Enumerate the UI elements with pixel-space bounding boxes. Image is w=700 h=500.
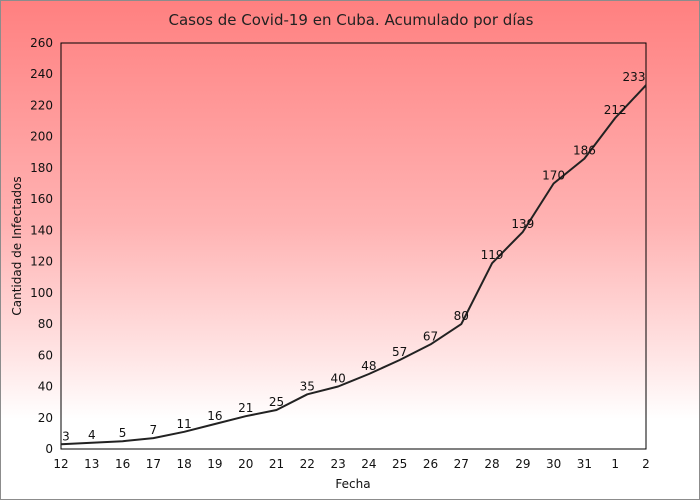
y-axis-ticks: 0 20 40 60 80 100 120 140 160 180 200 220 240 260: [30, 36, 53, 456]
data-label: 21: [238, 401, 253, 415]
x-tick-label: 22: [300, 457, 315, 471]
y-tick-label: 160: [30, 192, 53, 206]
data-label: 67: [423, 329, 438, 343]
x-axis-label: Fecha: [335, 477, 370, 491]
data-label: 5: [119, 426, 127, 440]
data-label: 35: [300, 379, 315, 393]
data-label: 25: [269, 395, 284, 409]
data-label: 11: [177, 417, 192, 431]
x-axis-ticks: 12 13 16 17 18 19 20 21 22 23 24 25 26 27 28 29 30 31 1 2: [53, 457, 649, 471]
y-tick-label: 200: [30, 130, 53, 144]
y-tick-label: 260: [30, 36, 53, 50]
x-tick-label: 28: [484, 457, 499, 471]
data-label: 170: [542, 169, 565, 183]
y-tick-label: 40: [38, 380, 53, 394]
y-tick-label: 180: [30, 161, 53, 175]
plot-area-frame: [60, 42, 647, 450]
x-tick-label: 27: [454, 457, 469, 471]
y-tick-label: 20: [38, 411, 53, 425]
series-line: [60, 84, 647, 446]
data-label: 80: [454, 309, 469, 323]
x-tick-label: 13: [84, 457, 99, 471]
data-label: 48: [361, 359, 376, 373]
x-tick-label: 1: [611, 457, 619, 471]
x-tick-label: 26: [423, 457, 438, 471]
x-tick-label: 23: [330, 457, 345, 471]
y-tick-label: 140: [30, 223, 53, 237]
x-tick-label: 21: [269, 457, 284, 471]
data-label: 186: [573, 144, 596, 158]
x-tick-label: 29: [515, 457, 530, 471]
data-label: 16: [207, 409, 222, 423]
y-tick-label: 220: [30, 98, 53, 112]
x-tick-label: 16: [115, 457, 130, 471]
y-tick-label: 240: [30, 67, 53, 81]
data-label: 233: [623, 70, 646, 84]
data-label: 3: [62, 429, 70, 443]
x-tick-label: 31: [577, 457, 592, 471]
y-axis-label: Cantidad de Infectados: [10, 176, 24, 315]
y-tick-label: 0: [45, 442, 53, 456]
y-tick-label: 120: [30, 255, 53, 269]
x-tick-label: 19: [207, 457, 222, 471]
x-tick-label: 12: [53, 457, 68, 471]
x-tick-label: 17: [146, 457, 161, 471]
y-tick-label: 60: [38, 348, 53, 362]
x-tick-label: 20: [238, 457, 253, 471]
data-label: 4: [88, 428, 96, 442]
data-label: 40: [330, 372, 345, 386]
data-label: 212: [604, 103, 627, 117]
x-tick-label: 2: [642, 457, 650, 471]
x-tick-label: 24: [361, 457, 376, 471]
y-tick-label: 100: [30, 286, 53, 300]
chart-title: Casos de Covid-19 en Cuba. Acumulado por…: [168, 11, 533, 29]
data-label: 139: [511, 217, 534, 231]
x-tick-label: 30: [546, 457, 561, 471]
x-tick-label: 18: [177, 457, 192, 471]
y-tick-label: 80: [38, 317, 53, 331]
data-label: 57: [392, 345, 407, 359]
x-tick-label: 25: [392, 457, 407, 471]
data-label: 7: [150, 423, 158, 437]
data-label: 119: [481, 248, 504, 262]
